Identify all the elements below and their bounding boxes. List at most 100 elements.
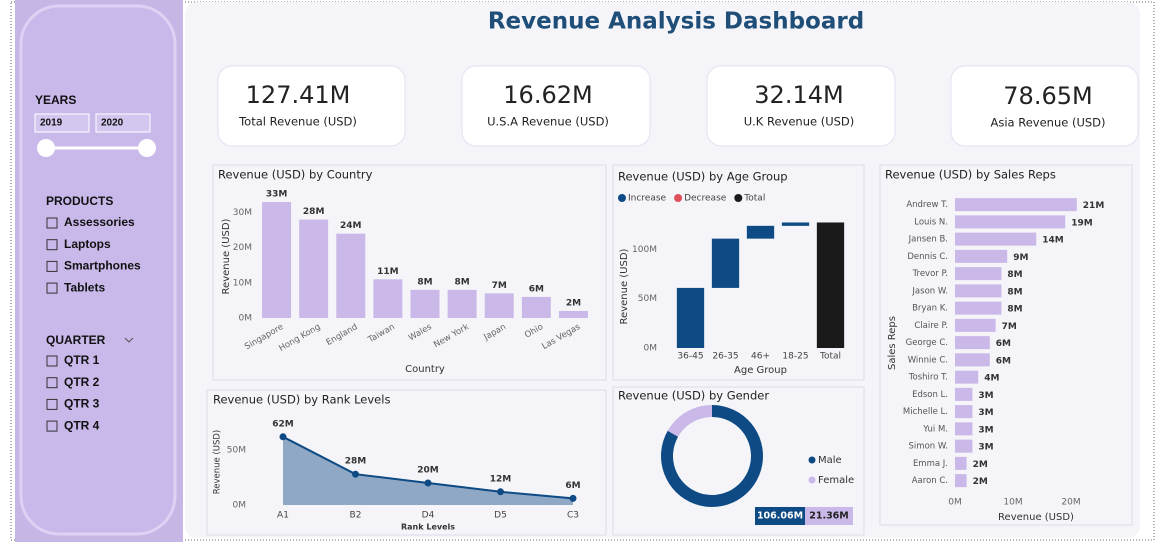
- checkbox[interactable]: [46, 239, 58, 251]
- kpi-label: U.K Revenue (USD): [744, 115, 855, 129]
- x-tick-label: Total: [819, 352, 841, 362]
- bar: [955, 456, 967, 470]
- point: [569, 494, 577, 502]
- years-label: YEARS: [35, 93, 76, 107]
- y-tick-label: Louis N.: [914, 217, 948, 227]
- data-label: 3M: [978, 425, 993, 435]
- data-label: 2M: [973, 460, 988, 470]
- year-to-box[interactable]: [95, 113, 151, 133]
- y-tick-label: Andrew T.: [906, 200, 948, 210]
- data-label: 6M: [996, 339, 1011, 349]
- y-tick-label: 0M: [239, 314, 253, 324]
- bar: [955, 301, 1002, 315]
- point: [497, 488, 504, 496]
- bar: [447, 289, 477, 318]
- year-slider-handle[interactable]: [138, 139, 156, 157]
- bar: [955, 232, 1037, 246]
- option-label: Assessories: [64, 215, 135, 229]
- bar: [955, 387, 973, 401]
- y-tick-label: 0M: [233, 501, 247, 511]
- dashboard-title: Revenue Analysis Dashboard: [488, 9, 864, 35]
- data-label: 3M: [978, 391, 993, 401]
- data-label: 3M: [978, 443, 993, 453]
- x-axis-title: Revenue (USD): [998, 512, 1074, 523]
- y-tick-label: 50M: [638, 294, 657, 304]
- checkbox[interactable]: [46, 420, 58, 432]
- x-tick-label: B2: [350, 511, 362, 521]
- legend-marker: [734, 194, 743, 202]
- waterfall-bar: [746, 225, 775, 239]
- year-from-box[interactable]: [34, 113, 90, 133]
- data-label: 6M: [565, 481, 580, 491]
- checkbox[interactable]: [46, 377, 58, 389]
- waterfall-bar: [781, 222, 810, 226]
- data-label: 6M: [996, 356, 1011, 366]
- data-label: 9M: [1013, 253, 1028, 263]
- data-label: 19M: [1071, 218, 1093, 228]
- sidebar-panel: [19, 4, 177, 536]
- bar: [558, 310, 588, 318]
- data-label: 8M: [417, 277, 432, 287]
- y-tick-label: Toshiro T.: [908, 373, 948, 383]
- y-tick-label: 50M: [227, 446, 246, 456]
- bar: [299, 219, 329, 318]
- option-label: Laptops: [64, 237, 111, 251]
- x-axis-title: Rank Levels: [401, 523, 455, 532]
- bar: [484, 293, 514, 318]
- checkbox[interactable]: [46, 398, 58, 410]
- data-label: 21M: [1083, 201, 1105, 211]
- bar: [336, 233, 366, 318]
- x-tick-label: 10M: [1003, 498, 1022, 508]
- data-label: 62M: [272, 419, 294, 429]
- checkbox[interactable]: [46, 355, 58, 367]
- chart-title: Revenue (USD) by Sales Reps: [885, 168, 1056, 182]
- y-tick-label: 100M: [632, 245, 657, 255]
- y-tick-label: Claire P.: [914, 321, 948, 331]
- bar: [521, 296, 551, 318]
- y-tick-label: Trevor P.: [912, 269, 948, 279]
- bar: [955, 474, 967, 488]
- waterfall-bar: [676, 287, 705, 348]
- value-box: [755, 507, 805, 525]
- y-tick-label: 20M: [233, 243, 252, 253]
- checkbox[interactable]: [46, 282, 58, 294]
- y-tick-label: Dennis C.: [907, 252, 948, 262]
- checkbox[interactable]: [46, 260, 58, 272]
- data-label: 11M: [377, 267, 399, 277]
- bar: [955, 439, 973, 453]
- legend-marker: [808, 456, 816, 464]
- filters: YEARS 2019 2020 PRODUCTS QUARTER: [34, 93, 156, 347]
- products-label: PRODUCTS: [46, 194, 113, 208]
- kpi-value: 16.62M: [503, 81, 592, 109]
- y-axis-title: Revenue (USD): [221, 218, 232, 294]
- checkbox[interactable]: [46, 217, 58, 229]
- option-label: QTR 4: [64, 418, 100, 432]
- y-tick-label: Winnie C.: [908, 355, 948, 365]
- bar: [262, 202, 292, 318]
- y-tick-label: George C.: [906, 338, 948, 348]
- data-label: 3M: [978, 408, 993, 418]
- waterfall-bar: [816, 222, 845, 348]
- option-label: QTR 2: [64, 375, 100, 389]
- option-label: QTR 1: [64, 353, 100, 367]
- x-tick-label: 26-35: [712, 352, 738, 362]
- year-slider-handle[interactable]: [37, 139, 55, 157]
- legend-label: Female: [818, 475, 854, 486]
- data-label: 8M: [1007, 287, 1022, 297]
- data-label: 7M: [492, 281, 507, 291]
- legend-label: Increase: [628, 194, 667, 204]
- data-label: 8M: [1007, 305, 1022, 315]
- bar: [373, 279, 403, 318]
- kpi-cards: 127.41M Total Revenue (USD) 16.62M U.S.A…: [217, 65, 1139, 147]
- data-label: 14M: [1042, 236, 1064, 246]
- kpi-value: 32.14M: [754, 81, 843, 109]
- y-tick-label: Michelle L.: [903, 407, 948, 417]
- data-label: 7M: [1002, 322, 1017, 332]
- data-label: 21.36M: [809, 511, 849, 522]
- chart-panel: [206, 389, 607, 536]
- x-tick-label: 36-45: [677, 352, 703, 362]
- dropdown-chevron[interactable]: [124, 337, 134, 343]
- legend-label: Total: [743, 194, 765, 204]
- bar: [955, 249, 1008, 263]
